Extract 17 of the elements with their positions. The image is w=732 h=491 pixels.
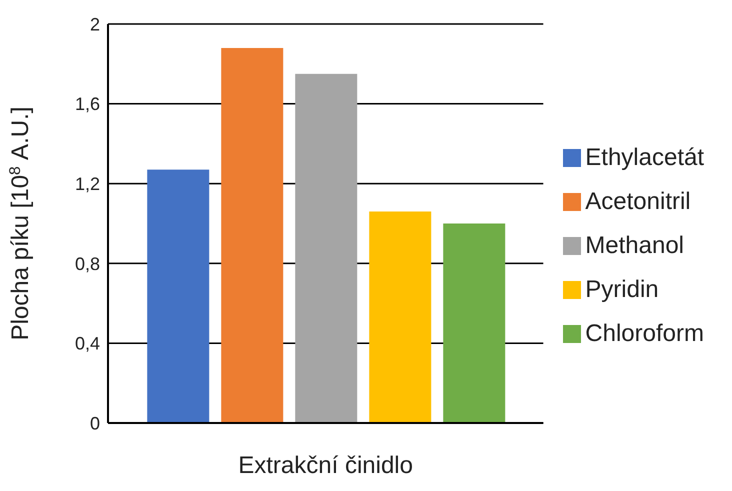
y-tick-label: 1,2	[74, 174, 100, 194]
y-tick-label: 0	[90, 413, 100, 434]
bar	[295, 74, 358, 423]
bar	[443, 224, 506, 423]
legend-label: Ethylacetát	[585, 144, 704, 170]
bar	[221, 48, 284, 423]
legend-label: Chloroform	[585, 320, 704, 346]
y-tick-label: 0,4	[74, 334, 100, 354]
y-tick-label: 2	[90, 14, 100, 34]
bar	[369, 212, 432, 423]
bar	[147, 170, 210, 423]
y-tick-label: 0,8	[74, 254, 100, 274]
legend-label: Pyridin	[585, 276, 659, 302]
legend-label: Acetonitril	[585, 188, 691, 214]
y-tick-label: 1,6	[74, 94, 100, 114]
legend-label: Methanol	[585, 232, 684, 258]
x-axis-title: Extrakční činidlo	[238, 452, 414, 479]
